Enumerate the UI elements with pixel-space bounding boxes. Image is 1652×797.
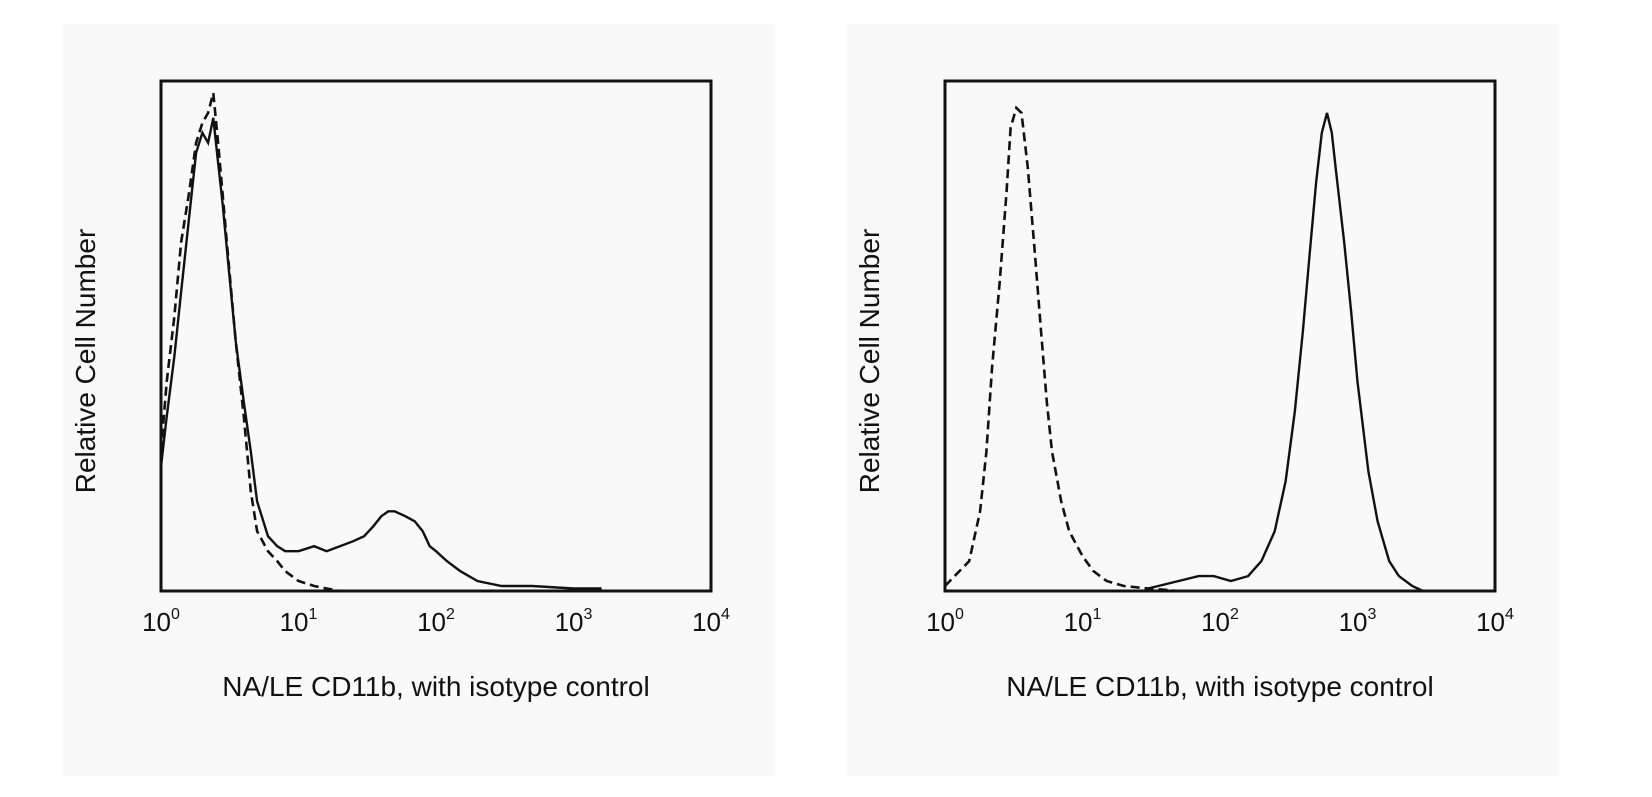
x-tick-label: 102 xyxy=(1201,606,1239,637)
plot-frame xyxy=(159,79,713,593)
series-line-dashed xyxy=(944,105,1179,593)
histogram-chart-right: 100 101 102 103 104 NA/LE CD11b, with isotype… xyxy=(854,79,1514,702)
x-tick-label: 101 xyxy=(280,606,318,637)
y-axis-label: Relative Cell Number xyxy=(70,229,101,494)
series-line-solid xyxy=(1147,112,1424,593)
x-tick-label: 100 xyxy=(926,606,964,637)
x-tick-label: 104 xyxy=(1476,606,1514,637)
histogram-chart-left: 100 101 102 103 104 NA/LE CD11b, with isotype… xyxy=(70,79,730,702)
series-line-dashed xyxy=(159,92,365,593)
y-axis-label: Relative Cell Number xyxy=(854,229,885,494)
x-tick-label: 100 xyxy=(142,606,180,637)
histogram-panel-left: 100 101 102 103 104 NA/LE CD11b, with isotype… xyxy=(63,24,775,776)
histogram-panel-right: 100 101 102 103 104 NA/LE CD11b, with isotype… xyxy=(847,24,1559,776)
series-line-solid xyxy=(159,117,602,590)
x-axis-label: NA/LE CD11b, with isotype control xyxy=(1006,671,1433,702)
x-tick-label: 104 xyxy=(692,606,730,637)
x-tick-label: 103 xyxy=(1339,606,1377,637)
plot-frame xyxy=(943,79,1497,593)
x-tick-label: 102 xyxy=(417,606,455,637)
x-tick-label: 101 xyxy=(1064,606,1102,637)
x-axis-label: NA/LE CD11b, with isotype control xyxy=(222,671,649,702)
x-tick-label: 103 xyxy=(555,606,593,637)
